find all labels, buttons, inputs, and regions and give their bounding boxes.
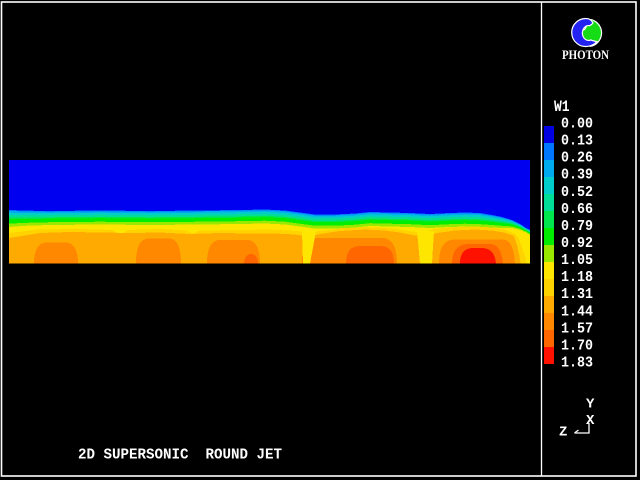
svg-text:X: X [586,413,595,429]
svg-text:0.92: 0.92 [561,235,593,252]
svg-text:0.52: 0.52 [561,184,593,201]
svg-text:0.13: 0.13 [561,133,593,150]
svg-text:2D SUPERSONIC ROUND JET: 2D SUPERSONIC ROUND JET [78,447,282,463]
svg-text:Z: Z [559,425,567,441]
svg-text:1.83: 1.83 [561,355,593,372]
svg-text:0.66: 0.66 [561,201,593,218]
svg-text:1.31: 1.31 [561,286,593,303]
svg-text:1.44: 1.44 [561,303,593,320]
svg-text:W1: W1 [554,98,570,116]
svg-text:1.18: 1.18 [561,269,593,286]
svg-text:0.00: 0.00 [561,116,593,133]
svg-text:1.57: 1.57 [561,320,593,337]
svg-text:0.39: 0.39 [561,167,593,184]
svg-text:0.26: 0.26 [561,150,593,167]
svg-text:0.79: 0.79 [561,218,593,235]
svg-text:1.70: 1.70 [561,337,593,354]
svg-text:PHOTON: PHOTON [562,48,609,62]
svg-text:Y: Y [586,397,595,413]
svg-text:1.05: 1.05 [561,252,593,269]
